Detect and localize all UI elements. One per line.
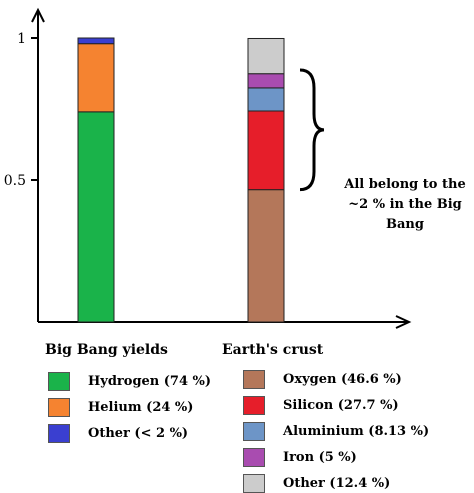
legend-title-earth-crust: Earth's crust (222, 342, 324, 358)
y-axis-arrow (31, 7, 45, 23)
bar-segment-helium-big-bang (77, 43, 115, 113)
bracket-annotation: All belong to the ~2 % in the Big Bang (344, 177, 466, 232)
legend-label-other-crust: Other (12.4 %) (283, 476, 391, 491)
legend-swatch-hydrogen (48, 372, 70, 391)
legend-swatch-other-crust (243, 474, 265, 493)
bar-segment-other-crust (247, 37, 285, 75)
legend-item-other-crust: Other (12.4 %) (243, 474, 390, 493)
legend-swatch-iron (243, 448, 265, 467)
bar-segment-other-big-bang (77, 37, 115, 45)
legend-label-helium: Helium (24 %) (88, 400, 194, 415)
x-axis-arrow (395, 315, 412, 329)
legend-swatch-aluminium (243, 422, 265, 441)
legend-item-hydrogen: Hydrogen (74 %) (48, 372, 211, 391)
legend-item-other-big-bang: Other (< 2 %) (48, 424, 188, 443)
legend-label-aluminium: Aluminium (8.13 %) (283, 424, 430, 439)
y-tick-label: 0.5 (4, 173, 26, 189)
legend-item-helium: Helium (24 %) (48, 398, 193, 417)
legend-swatch-other-big-bang (48, 424, 70, 443)
legend-label-iron: Iron (5 %) (283, 450, 357, 465)
bar-segment-aluminium-crust (247, 87, 285, 112)
legend-item-silicon: Silicon (27.7 %) (243, 396, 399, 415)
stacked-bar-chart: 0.51 (4, 7, 412, 329)
legend-label-other-big-bang: Other (< 2 %) (88, 426, 189, 441)
legend-label-silicon: Silicon (27.7 %) (283, 398, 399, 413)
legend-swatch-helium (48, 398, 70, 417)
bar-segment-iron-crust (247, 73, 285, 89)
bar-segment-hydrogen-big-bang (77, 111, 115, 323)
legend-label-oxygen: Oxygen (46.6 %) (283, 372, 402, 387)
curly-brace (299, 68, 325, 192)
y-tick-label: 1 (17, 31, 26, 47)
legend-swatch-silicon (243, 396, 265, 415)
legend-title-big-bang: Big Bang yields (45, 342, 168, 358)
bar-segment-silicon-crust (247, 110, 285, 191)
legend-item-iron: Iron (5 %) (243, 448, 357, 467)
legend-item-aluminium: Aluminium (8.13 %) (243, 422, 429, 441)
legend-label-hydrogen: Hydrogen (74 %) (88, 374, 212, 389)
legend-swatch-oxygen (243, 370, 265, 389)
bar-segment-oxygen-crust (247, 189, 285, 323)
legend-item-oxygen: Oxygen (46.6 %) (243, 370, 402, 389)
